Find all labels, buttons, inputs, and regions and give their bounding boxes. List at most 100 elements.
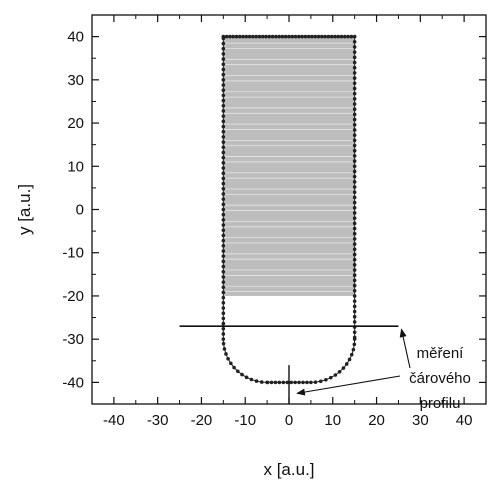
outline-point	[221, 78, 226, 82]
outline-point	[221, 124, 226, 129]
outline-point	[221, 155, 226, 160]
outline-point	[221, 161, 226, 165]
outline-point	[277, 34, 281, 39]
outline-point	[352, 283, 357, 288]
outline-point	[221, 316, 226, 321]
outline-point	[221, 264, 226, 269]
outline-point	[352, 45, 357, 49]
outline-point	[221, 135, 226, 139]
x-tick-label: -40	[103, 412, 125, 429]
outline-point	[221, 98, 226, 103]
outline-point	[352, 65, 357, 70]
outline-point	[221, 83, 226, 87]
annotation-arrow	[296, 375, 401, 396]
x-tick-label: 30	[412, 412, 429, 429]
y-tick-label: 40	[67, 29, 84, 46]
outline-point	[221, 212, 226, 217]
outline-point	[267, 34, 272, 39]
outline-point	[337, 369, 342, 374]
outline-point	[352, 273, 357, 277]
outline-point	[306, 34, 311, 39]
outline-point	[232, 365, 236, 370]
outline-point	[221, 62, 226, 67]
outline-point	[351, 347, 356, 352]
outline-point	[352, 159, 357, 163]
outline-point	[221, 337, 226, 341]
outline-point	[221, 176, 226, 181]
outline-point	[293, 380, 297, 385]
outline-point	[341, 366, 346, 370]
outline-point	[221, 321, 226, 326]
outline-point	[226, 356, 230, 361]
outline-point	[264, 34, 268, 39]
y-tick-label: -30	[62, 331, 84, 348]
outline-point	[352, 294, 357, 298]
outline-point	[297, 380, 301, 385]
outline-point	[352, 190, 357, 195]
outline-point	[309, 380, 313, 385]
outline-point	[352, 117, 357, 122]
x-tick-label: 10	[324, 412, 341, 429]
outline-point	[221, 306, 226, 310]
outline-point	[297, 34, 301, 39]
outline-point	[221, 244, 226, 248]
annotation-line-1: měření	[417, 345, 465, 362]
outline-point	[221, 228, 226, 233]
outline-point	[349, 352, 354, 357]
outline-point	[221, 186, 226, 191]
outline-point	[352, 81, 357, 86]
outline-point	[249, 377, 254, 382]
outline-point	[221, 223, 226, 227]
outline-point	[352, 112, 357, 117]
x-tick-label: 0	[285, 412, 293, 429]
outline-point	[352, 309, 357, 314]
outline-point	[352, 133, 357, 137]
outline-point	[328, 375, 333, 380]
y-tick-label: 10	[67, 158, 84, 175]
outline-point	[352, 148, 357, 153]
outline-point	[221, 150, 226, 155]
outline-point	[352, 50, 357, 54]
outline-point	[326, 34, 331, 39]
outline-point	[352, 102, 357, 106]
outline-point	[352, 231, 357, 236]
outline-point	[293, 34, 298, 39]
outline-point	[352, 55, 357, 60]
outline-point	[352, 314, 357, 319]
outline-point	[229, 361, 233, 366]
annotation-arrow	[399, 328, 411, 369]
outline-point	[352, 226, 357, 231]
axis-ticks	[91, 14, 487, 405]
filled-region	[223, 36, 355, 296]
x-tick-label: -20	[191, 412, 213, 429]
outline-point	[352, 60, 357, 65]
outline-point	[352, 195, 357, 200]
outline-point	[352, 299, 357, 303]
outline-point	[352, 174, 357, 179]
outline-point	[221, 181, 226, 186]
outline-point	[310, 34, 314, 39]
outline-point	[221, 295, 226, 300]
outline-point	[352, 257, 357, 262]
y-tick-label: -10	[62, 245, 84, 262]
outline-point	[352, 216, 357, 220]
outline-point	[352, 143, 357, 148]
outline-point	[313, 34, 318, 39]
outline-point	[352, 185, 357, 189]
x-tick-label: 40	[456, 412, 473, 429]
outline-point	[333, 34, 337, 39]
outline-point	[221, 275, 226, 279]
outline-point	[349, 34, 354, 39]
outline-point	[273, 380, 278, 385]
outline-point	[333, 373, 338, 377]
shape-fill	[223, 36, 355, 296]
outline-point	[352, 288, 357, 293]
outline-point	[244, 34, 249, 39]
outline-point	[241, 34, 245, 39]
outline-point	[352, 128, 357, 132]
outline-point	[221, 207, 226, 212]
outline-point	[247, 34, 252, 39]
outline-point	[324, 377, 328, 382]
outline-point	[221, 326, 226, 331]
outline-point	[352, 180, 357, 184]
